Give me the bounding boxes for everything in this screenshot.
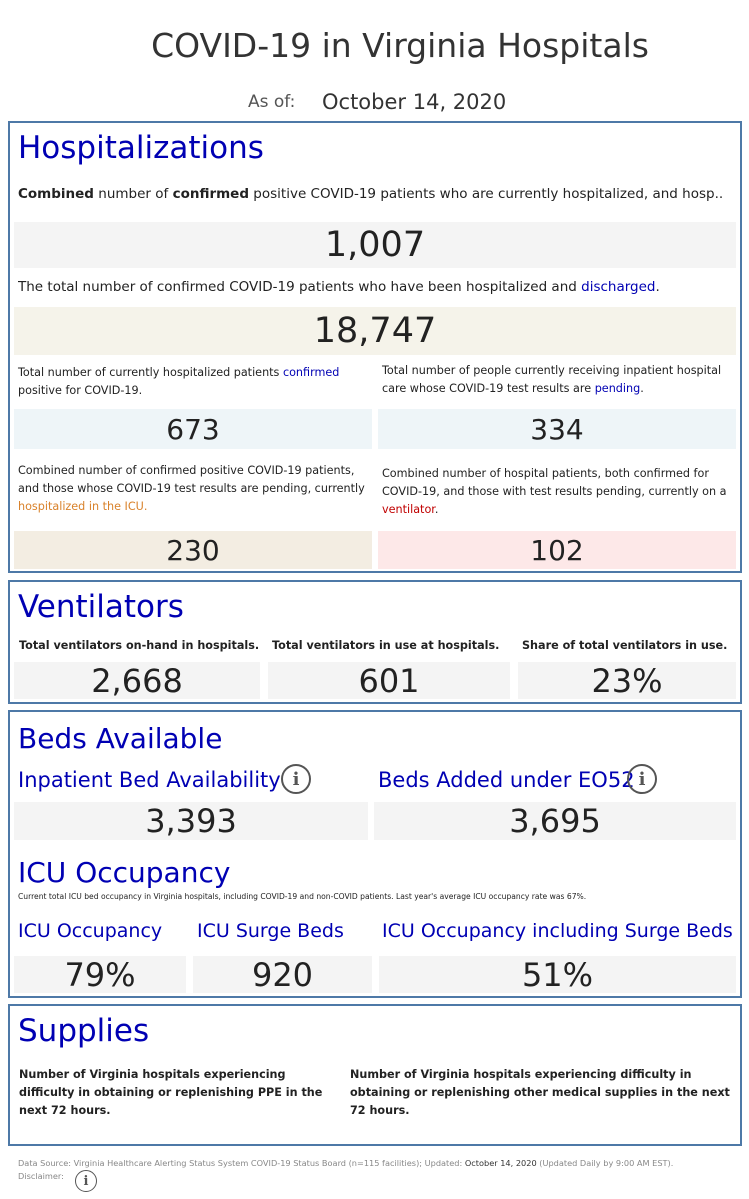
confirmed-value: 673 [14,409,372,449]
icu-occupancy-value: 79% [14,956,186,994]
icu-surge-beds-label: ICU Surge Beds [197,920,344,942]
inpatient-bed-availability-value: 3,393 [14,802,368,840]
beds-panel [8,710,742,998]
inpatient-bed-availability-label: Inpatient Bed Availability [18,768,281,792]
pending-value: 334 [378,409,736,449]
ventilators-in-use-label: Total ventilators in use at hospitals. [272,639,500,652]
ppe-description: Number of Virginia hospitals experiencin… [19,1068,323,1117]
page-title: COVID-19 in Virginia Hospitals [151,26,649,65]
hospitalizations-title: Hospitalizations [18,130,264,166]
icu-value: 230 [14,531,372,569]
icu-occupancy-description: Current total ICU bed occupancy in Virgi… [18,892,587,901]
ventilators-share-label: Share of total ventilators in use. [522,639,728,652]
icu-occupancy-incl-surge-label: ICU Occupancy including Surge Beds [382,920,733,942]
discharged-value: 18,747 [14,307,736,355]
data-source-footer: Data Source: Virginia Healthcare Alertin… [18,1158,674,1168]
beds-added-eo52-label: Beds Added under EO52 [378,768,635,792]
as-of-date: October 14, 2020 [322,90,507,114]
info-icon[interactable]: i [627,764,657,794]
icu-surge-beds-value: 920 [193,956,372,994]
supplies-panel [8,1004,742,1146]
confirmed-description: Total number of currently hospitalized p… [18,366,340,397]
beds-available-title: Beds Available [18,722,223,755]
other-supplies-description: Number of Virginia hospitals experiencin… [350,1068,730,1117]
icu-occupancy-incl-surge-value: 51% [379,956,736,994]
info-icon[interactable]: i [75,1170,97,1192]
beds-added-eo52-value: 3,695 [374,802,736,840]
ventilators-in-use-value: 601 [268,662,510,700]
ventilators-on-hand-label: Total ventilators on-hand in hospitals. [19,639,260,652]
ventilators-title: Ventilators [18,589,184,625]
supplies-title: Supplies [18,1013,150,1049]
as-of-label: As of: [248,92,296,112]
combined-hospitalized-value: 1,007 [14,222,736,268]
ventilators-share-value: 23% [518,662,736,700]
discharged-description: The total number of confirmed COVID-19 p… [18,279,660,295]
pending-description: Total number of people currently receivi… [382,364,722,395]
ventilator-description: Combined number of hospital patients, bo… [382,467,727,516]
icu-occupancy-label: ICU Occupancy [18,920,163,942]
ventilator-patients-value: 102 [378,531,736,569]
ventilators-on-hand-value: 2,668 [14,662,260,700]
combined-description: Combined number of confirmed positive CO… [18,186,724,202]
info-icon[interactable]: i [281,764,311,794]
icu-occupancy-title: ICU Occupancy [18,856,231,889]
icu-description: Combined number of confirmed positive CO… [18,464,365,513]
disclaimer-label: Disclaimer: [18,1171,64,1181]
